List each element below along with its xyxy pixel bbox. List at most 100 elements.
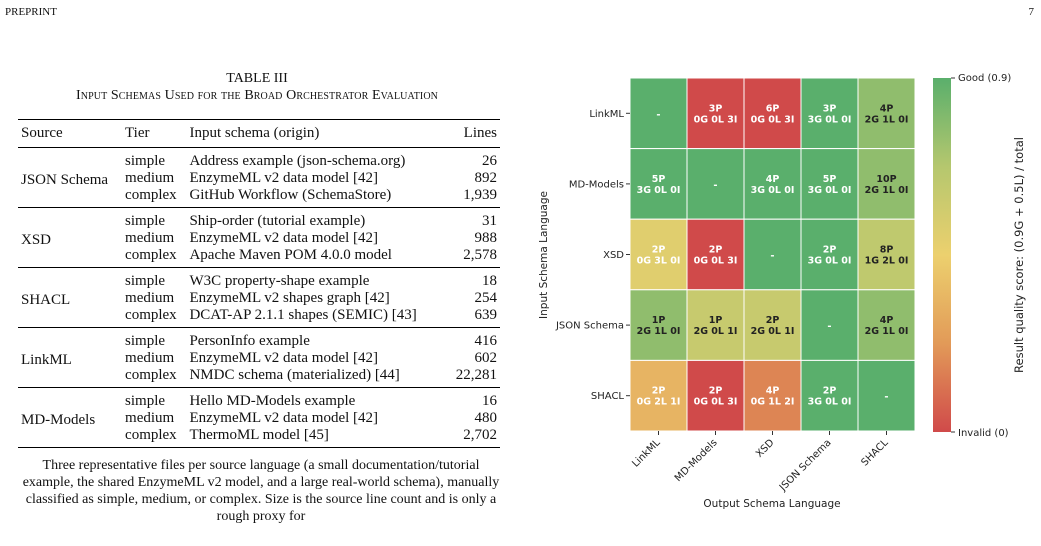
tier-cell: medium bbox=[125, 410, 175, 426]
cell-label: 1P bbox=[709, 315, 723, 326]
lines-cell: 254 bbox=[474, 290, 498, 306]
heatmap-cell bbox=[629, 148, 688, 220]
heatmap-cell bbox=[629, 77, 688, 150]
schema-cell: Hello MD-Models example bbox=[189, 393, 356, 409]
cell-label: - bbox=[827, 321, 831, 332]
lines-cell: 602 bbox=[474, 350, 498, 366]
x-tick-label: JSON Schema bbox=[777, 437, 834, 494]
cell-label: 3G 0L 0I bbox=[808, 256, 852, 267]
schema-cell: EnzymeML v2 data model [42] bbox=[189, 410, 379, 426]
cell-label: 2P bbox=[652, 245, 666, 256]
cell-label: 2P bbox=[652, 386, 666, 397]
table-note: Three representative files per source la… bbox=[22, 458, 500, 524]
cell-label: 0G 3L 0I bbox=[637, 256, 681, 267]
cell-label: 0G 0L 3I bbox=[694, 397, 738, 408]
column-header-lines: Lines bbox=[447, 119, 500, 148]
source-cell: MD-Models bbox=[21, 411, 96, 428]
cell-label: 2P bbox=[709, 386, 723, 397]
schema-cell: Ship-order (tutorial example) bbox=[189, 213, 366, 229]
schema-cell: EnzymeML v2 shapes graph [42] bbox=[189, 290, 390, 306]
table-row: medium EnzymeML v2 data model [42] 892 bbox=[18, 170, 500, 187]
y-tick-label: LinkML bbox=[589, 109, 624, 120]
schema-cell: DCAT-AP 2.1.1 shapes (SEMIC) [43] bbox=[189, 307, 417, 323]
lines-cell: 892 bbox=[474, 170, 498, 186]
lines-cell: 988 bbox=[474, 230, 498, 246]
table-row: XSD simple Ship-order (tutorial example)… bbox=[18, 208, 500, 248]
cell-label: 10P bbox=[876, 174, 896, 185]
tier-cell: simple bbox=[125, 333, 166, 349]
cell-label: - bbox=[656, 109, 660, 120]
heatmap-cell bbox=[743, 289, 802, 361]
column-header-source: Source bbox=[18, 119, 123, 148]
tier-cell: complex bbox=[125, 367, 177, 383]
schema-cell: W3C property-shape example bbox=[189, 273, 370, 289]
cell-label: 6P bbox=[766, 103, 780, 114]
heatmap-cell bbox=[686, 77, 745, 150]
cell-label: 0G 1L 2I bbox=[751, 397, 795, 408]
tier-cell: complex bbox=[125, 427, 177, 443]
cell-label: 2P bbox=[823, 245, 837, 256]
cell-label: 1G 2L 0I bbox=[865, 256, 909, 267]
cell-label: 0G 0L 3I bbox=[751, 114, 795, 125]
tier-cell: medium bbox=[125, 350, 175, 366]
column-header-schema: Input schema (origin) bbox=[186, 119, 448, 148]
lines-cell: 639 bbox=[474, 307, 498, 323]
table-group: XSD simple Ship-order (tutorial example)… bbox=[18, 208, 500, 268]
table-group: SHACL simple W3C property-shape example … bbox=[18, 268, 500, 328]
heatmap-cell bbox=[743, 77, 802, 150]
lines-cell: 31 bbox=[482, 213, 497, 229]
cell-label: 4P bbox=[880, 315, 894, 326]
colorbar-title: Result quality score: (0.9G + 0.5L) / to… bbox=[1012, 137, 1026, 373]
y-tick-label: XSD bbox=[603, 250, 624, 261]
x-tick-label: LinkML bbox=[630, 437, 663, 470]
cell-label: 4P bbox=[766, 386, 780, 397]
table-row: SHACL simple W3C property-shape example … bbox=[18, 268, 500, 308]
table-group: LinkML simple PersonInfo example 416 med… bbox=[18, 328, 500, 388]
table-group: JSON Schema simple Address example (json… bbox=[18, 148, 500, 208]
cell-label: 8P bbox=[880, 245, 894, 256]
cell-label: 3P bbox=[823, 103, 837, 114]
cell-label: - bbox=[884, 392, 888, 403]
cell-label: 5P bbox=[652, 174, 666, 185]
table-row: complex GitHub Workflow (SchemaStore) 1,… bbox=[18, 187, 500, 208]
schema-cell: EnzymeML v2 data model [42] bbox=[189, 170, 379, 186]
table-block: TABLE III Input Schemas Used for the Bro… bbox=[14, 70, 500, 525]
lines-cell: 18 bbox=[482, 273, 497, 289]
cell-label: 2P bbox=[823, 386, 837, 397]
lines-cell: 2,702 bbox=[463, 427, 497, 443]
table-row: medium EnzymeML v2 data model [42] 602 bbox=[18, 350, 500, 367]
schema-cell: NMDC schema (materialized) [44] bbox=[189, 367, 400, 383]
cell-label: 2P bbox=[766, 315, 780, 326]
heatmap-cell bbox=[686, 359, 745, 432]
cell-label: - bbox=[713, 180, 717, 191]
table-label: TABLE III bbox=[226, 71, 288, 86]
source-cell: XSD bbox=[21, 231, 52, 248]
tier-cell: complex bbox=[125, 247, 177, 263]
table-header-row: Source Tier Input schema (origin) Lines bbox=[18, 119, 500, 148]
heatmap-cell bbox=[800, 148, 859, 220]
source-cell: SHACL bbox=[21, 291, 71, 308]
cell-label: 3P bbox=[709, 103, 723, 114]
heatmap-cell bbox=[686, 148, 745, 220]
heatmap-cell bbox=[857, 148, 916, 220]
x-tick-labels: LinkML MD-Models XSD JSON Schema SHACL bbox=[630, 431, 891, 494]
source-cell: JSON Schema bbox=[21, 171, 109, 188]
table-row: medium EnzymeML v2 data model [42] 988 bbox=[18, 230, 500, 247]
schema-cell: GitHub Workflow (SchemaStore) bbox=[189, 187, 392, 203]
colorbar-top-label: Good (0.9) bbox=[958, 73, 1011, 84]
y-axis-title: Input Schema Language bbox=[538, 191, 550, 319]
x-tick-label: XSD bbox=[754, 437, 777, 460]
cell-label: 3G 0L 0I bbox=[808, 397, 852, 408]
cell-label: 1P bbox=[652, 315, 666, 326]
lines-cell: 16 bbox=[482, 393, 497, 409]
cell-label: 3G 0L 0I bbox=[637, 185, 681, 196]
heatmap-cell bbox=[743, 359, 802, 432]
heatmap-cell bbox=[743, 218, 802, 291]
heatmap-cell bbox=[800, 77, 859, 150]
cell-label: 3G 0L 0I bbox=[808, 114, 852, 125]
tier-cell: simple bbox=[125, 213, 166, 229]
table-row: LinkML simple PersonInfo example 416 bbox=[18, 328, 500, 368]
cell-label: 2G 1L 0I bbox=[865, 114, 909, 125]
heatmap-cell bbox=[857, 77, 916, 150]
